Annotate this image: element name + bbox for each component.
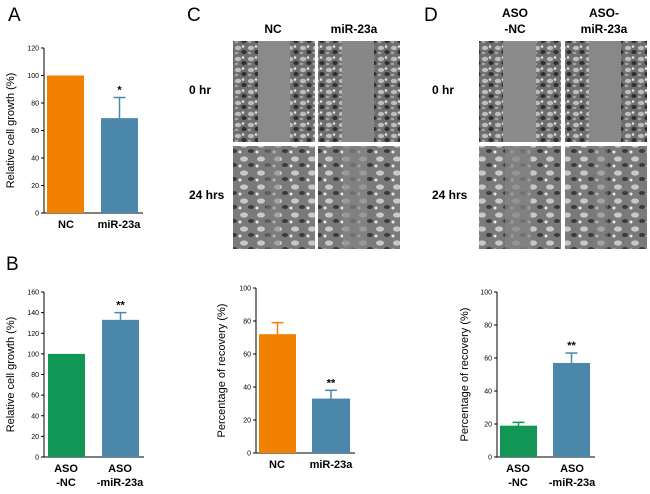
micrograph-col-aso-nc-line1: ASO (502, 6, 528, 20)
micrograph-d-aso-nc-24hrs (479, 146, 561, 249)
x-category-label: ASO (506, 463, 530, 475)
y-tick-label: 40 (484, 389, 492, 396)
y-tick-label: 60 (31, 393, 39, 400)
bar (48, 353, 85, 457)
micrograph-d-aso-nc-0hr (479, 41, 561, 142)
micrograph-col-aso-nc-line2: -NC (504, 22, 526, 36)
y-axis-label: Percentage of recovery (%) (459, 308, 471, 442)
micrograph-row-24hrs: 24 hrs (189, 188, 225, 202)
y-tick-label: 40 (31, 413, 39, 420)
bar (47, 75, 84, 213)
x-category-label: NC (58, 219, 74, 231)
y-tick-label: 0 (247, 451, 251, 458)
micrograph-col-nc: NC (264, 22, 282, 36)
y-tick-label: 20 (243, 418, 251, 425)
bar (101, 118, 138, 213)
micrograph-c-mir23a-0hr (318, 41, 400, 142)
bar (553, 362, 590, 457)
y-tick-label: 40 (243, 385, 251, 392)
micrograph-grid-c: NC miR-23a 0 hr 24 hrs (189, 22, 400, 249)
significance-marker: ** (567, 340, 576, 352)
panel-label-d: D (424, 5, 438, 26)
x-category-label: -NC (56, 477, 76, 489)
y-axis-label: Percentage of recovery (%) (216, 304, 228, 438)
significance-marker: * (117, 85, 122, 97)
bar (259, 334, 296, 453)
micrograph-row-0hr: 0 hr (189, 83, 211, 97)
micrograph-row-24hrs-d: 24 hrs (432, 188, 468, 202)
micrograph-row-0hr-d: 0 hr (432, 83, 454, 97)
micrograph-d-aso-mir23a-24hrs (565, 146, 647, 249)
bar (312, 398, 350, 453)
bar (102, 319, 139, 457)
y-tick-label: 100 (480, 290, 492, 297)
y-tick-label: 80 (243, 319, 251, 326)
panel-label-c: C (187, 5, 201, 26)
y-tick-label: 20 (31, 434, 39, 441)
micrograph-grid-d: ASO -NC ASO- miR-23a 0 hr 24 hrs (432, 6, 647, 249)
panel-label-b: B (6, 254, 19, 275)
x-category-label: ASO (108, 463, 132, 475)
y-tick-label: 100 (27, 351, 39, 358)
y-tick-label: 40 (31, 156, 39, 163)
x-category-label: -miR-23a (549, 477, 596, 489)
y-tick-label: 0 (488, 455, 492, 462)
y-tick-label: 20 (484, 422, 492, 429)
chart-relative-growth-a: 0 20 40 60 80 100 120 Relative cell growth (%) N… (5, 46, 143, 231)
micrograph-col-aso-mir23a-line1: ASO- (589, 6, 619, 20)
x-category-label: NC (269, 459, 285, 471)
x-category-label: miR-23a (310, 459, 354, 471)
y-tick-label: 100 (27, 73, 39, 80)
y-axis-label: Relative cell growth (%) (5, 73, 17, 189)
y-tick-label: 140 (27, 310, 39, 317)
significance-marker: ** (327, 377, 336, 389)
panel-label-a: A (8, 5, 21, 26)
micrograph-c-mir23a-24hrs (318, 146, 400, 249)
x-category-label: ASO (54, 463, 78, 475)
y-tick-label: 0 (35, 455, 39, 462)
micrograph-d-aso-mir23a-0hr (565, 41, 647, 142)
chart-recovery-c: 0 20 40 60 80 100 Percentage of recovery (%) NC… (216, 286, 355, 471)
chart-recovery-d: 0 20 40 60 80 100 Percentage of recovery (%) AS… (459, 290, 596, 490)
y-tick-label: 20 (31, 183, 39, 190)
y-tick-label: 80 (31, 101, 39, 108)
chart-relative-growth-b: 0 20 40 60 80 100 120 140 160 Relative cell growt… (5, 290, 144, 490)
bar (500, 425, 537, 457)
y-tick-label: 60 (484, 356, 492, 363)
y-tick-label: 60 (31, 128, 39, 135)
y-tick-label: 160 (27, 290, 39, 297)
y-tick-label: 120 (27, 331, 39, 338)
y-tick-label: 80 (484, 323, 492, 330)
micrograph-col-aso-mir23a-line2: miR-23a (581, 22, 628, 36)
micrograph-col-mir23a: miR-23a (331, 22, 378, 36)
y-tick-label: 80 (31, 372, 39, 379)
x-category-label: -NC (508, 477, 528, 489)
y-tick-label: 0 (35, 211, 39, 218)
y-tick-label: 100 (239, 286, 251, 293)
significance-marker: ** (116, 300, 125, 312)
micrograph-c-nc-24hrs (233, 146, 315, 249)
x-category-label: miR-23a (98, 219, 142, 231)
y-tick-label: 120 (27, 46, 39, 53)
y-tick-label: 60 (243, 352, 251, 359)
micrograph-c-nc-0hr (233, 41, 315, 142)
x-category-label: ASO (560, 463, 584, 475)
x-category-label: -miR-23a (97, 477, 144, 489)
y-axis-label: Relative cell growth (%) (5, 317, 17, 433)
